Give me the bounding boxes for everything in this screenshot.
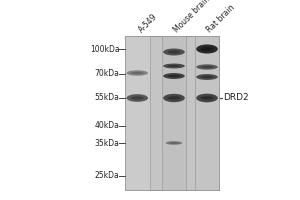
Text: 100kDa: 100kDa (90, 45, 119, 53)
Ellipse shape (166, 141, 182, 145)
Text: Mouse brain: Mouse brain (172, 0, 212, 34)
Ellipse shape (131, 72, 144, 74)
Bar (124, 36, 150, 190)
Ellipse shape (200, 47, 214, 51)
Ellipse shape (200, 66, 214, 68)
Text: Rat brain: Rat brain (206, 3, 237, 34)
Bar (162, 36, 186, 190)
Ellipse shape (167, 75, 181, 77)
Text: DRD2: DRD2 (224, 94, 249, 102)
Text: A-549: A-549 (136, 12, 159, 34)
Ellipse shape (196, 74, 218, 80)
Ellipse shape (196, 64, 218, 70)
Text: 55kDa: 55kDa (94, 94, 119, 102)
Text: 25kDa: 25kDa (95, 171, 119, 180)
Ellipse shape (167, 65, 181, 67)
Ellipse shape (127, 70, 148, 76)
Ellipse shape (200, 76, 214, 78)
Ellipse shape (167, 50, 181, 53)
Ellipse shape (163, 94, 185, 102)
Bar (124, 36, 219, 190)
Bar (195, 36, 219, 190)
Ellipse shape (131, 96, 144, 100)
Ellipse shape (127, 94, 148, 102)
Ellipse shape (169, 142, 179, 144)
Ellipse shape (163, 73, 185, 79)
Text: 40kDa: 40kDa (94, 121, 119, 130)
Ellipse shape (167, 96, 181, 100)
Ellipse shape (163, 64, 185, 68)
Ellipse shape (200, 96, 214, 100)
Ellipse shape (196, 44, 218, 54)
Ellipse shape (196, 94, 218, 102)
Ellipse shape (163, 48, 185, 55)
Text: 35kDa: 35kDa (94, 138, 119, 148)
Text: 70kDa: 70kDa (94, 70, 119, 78)
